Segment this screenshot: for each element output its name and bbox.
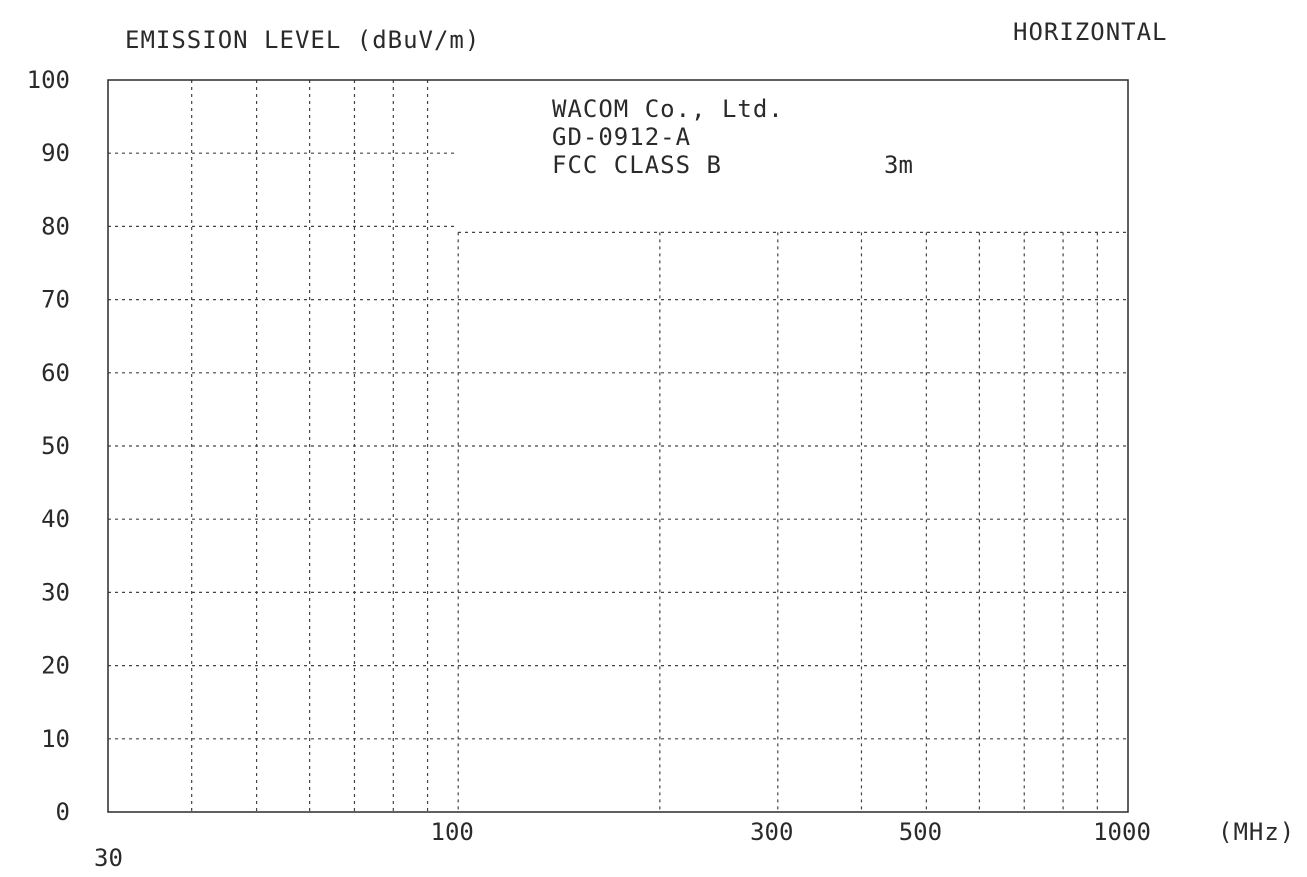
x-axis-unit-label: (MHz) — [1218, 818, 1296, 846]
grid-layer — [108, 80, 1128, 812]
tick-labels: 0 10 20 30 40 50 60 70 80 90 100 30 100 300 500 1000 — [27, 66, 1151, 872]
y-axis-label: EMISSION LEVEL (dBuV/m) — [125, 26, 481, 54]
y-tick-label: 20 — [41, 652, 70, 680]
x-tick-label: 1000 — [1093, 818, 1151, 846]
y-tick-label: 30 — [41, 578, 70, 606]
info-distance: 3m — [884, 151, 913, 179]
x-tick-label: 300 — [750, 818, 793, 846]
x-tick-label: 100 — [431, 818, 474, 846]
info-standard: FCC CLASS B — [552, 151, 722, 179]
x-tick-label: 30 — [94, 844, 123, 872]
plot-frame — [107, 79, 1129, 813]
y-tick-label: 0 — [56, 798, 70, 826]
y-tick-label: 50 — [41, 432, 70, 460]
info-box: WACOM Co., Ltd. GD-0912-A FCC CLASS B 3m — [552, 95, 913, 179]
y-tick-label: 60 — [41, 359, 70, 387]
y-tick-label: 10 — [41, 725, 70, 753]
y-tick-label: 70 — [41, 286, 70, 314]
y-tick-label: 40 — [41, 505, 70, 533]
info-model: GD-0912-A — [552, 123, 692, 151]
x-tick-label: 500 — [899, 818, 942, 846]
y-tick-label: 80 — [41, 212, 70, 240]
info-company: WACOM Co., Ltd. — [552, 95, 784, 123]
y-tick-label: 100 — [27, 66, 70, 94]
polarization-label: HORIZONTAL — [1013, 18, 1168, 46]
y-tick-label: 90 — [41, 139, 70, 167]
